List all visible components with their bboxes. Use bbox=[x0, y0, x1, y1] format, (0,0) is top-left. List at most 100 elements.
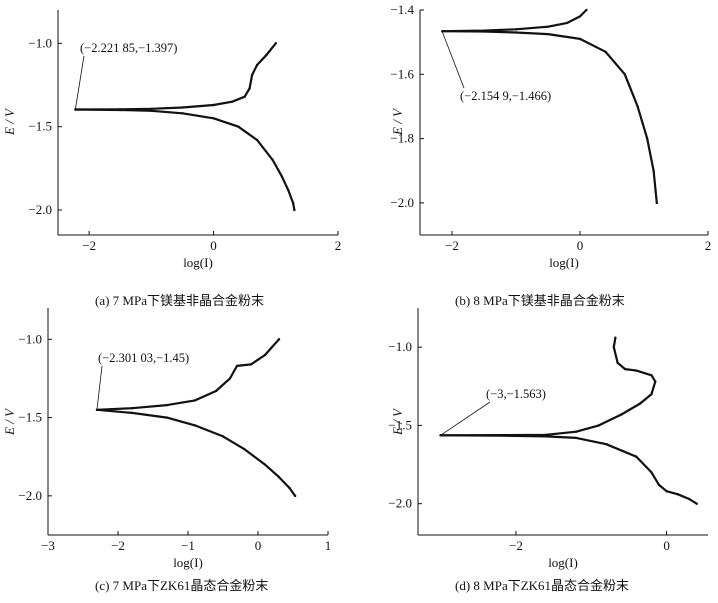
data-point bbox=[646, 137, 649, 140]
y-axis-label: E / V bbox=[390, 407, 405, 436]
data-point bbox=[228, 377, 232, 380]
data-point bbox=[657, 483, 661, 487]
chart-a: −2 0 2 −1.0 −1.5 −2.0 log(I) E / V (−2.221 85,−1… bbox=[2, 10, 341, 270]
chart-c: −3 −2 −1 0 1 −1.0 −1.5 −2.0 log(I) E / V (−2.301 0… bbox=[2, 308, 331, 570]
y-tick-label: −2.0 bbox=[18, 488, 42, 503]
data-point bbox=[695, 502, 698, 505]
data-point bbox=[605, 443, 608, 446]
caption-b: (b) 8 MPa下镁基非晶合金粉末 bbox=[455, 293, 625, 308]
y-tick-label: −1.5 bbox=[28, 119, 52, 134]
data-point bbox=[235, 364, 239, 368]
data-point bbox=[635, 369, 638, 372]
data-point bbox=[623, 73, 626, 76]
annotation-label: (−2.221 85,−1.397) bbox=[80, 41, 177, 55]
data-point bbox=[546, 25, 550, 28]
series-line-0 bbox=[439, 336, 657, 437]
data-point bbox=[650, 392, 653, 396]
data-point bbox=[616, 361, 619, 364]
data-point bbox=[544, 435, 548, 438]
y-tick-label: −1.5 bbox=[18, 410, 42, 425]
series-line-0 bbox=[95, 338, 281, 411]
x-axis-label: log(I) bbox=[173, 555, 203, 570]
x-tick-label: 0 bbox=[577, 238, 584, 253]
data-point bbox=[277, 475, 281, 479]
data-point bbox=[597, 424, 600, 427]
y-tick-label: −1.0 bbox=[28, 35, 52, 50]
data-point bbox=[575, 430, 578, 433]
x-axis-label: log(I) bbox=[183, 255, 213, 270]
x-tick-label: 2 bbox=[335, 238, 342, 253]
x-tick-label: −2 bbox=[111, 538, 125, 553]
x-tick-label: 0 bbox=[663, 538, 670, 553]
data-point bbox=[181, 106, 184, 109]
data-point bbox=[255, 138, 259, 142]
y-tick-label: −2.0 bbox=[390, 195, 414, 210]
data-point bbox=[292, 202, 295, 205]
data-point bbox=[650, 471, 653, 474]
series-line-1 bbox=[95, 408, 297, 497]
data-point bbox=[620, 413, 623, 416]
data-point bbox=[575, 436, 578, 440]
data-point bbox=[193, 399, 197, 402]
y-tick-label: −1.0 bbox=[388, 339, 412, 354]
data-point bbox=[287, 188, 290, 192]
data-point bbox=[676, 493, 680, 496]
data-point bbox=[95, 408, 99, 411]
data-point bbox=[274, 42, 277, 45]
y-tick-label: −1.8 bbox=[390, 131, 414, 146]
annotation-leader bbox=[440, 401, 491, 436]
data-point bbox=[243, 95, 246, 98]
annotation-label: (−2.301 03,−1.45) bbox=[98, 351, 189, 365]
x-tick-label: −3 bbox=[41, 538, 55, 553]
data-point bbox=[578, 37, 582, 41]
caption-c: (c) 7 MPa下ZK61晶态合金粉末 bbox=[95, 578, 269, 593]
data-point bbox=[514, 31, 518, 34]
data-point bbox=[242, 447, 246, 451]
x-tick-label: 0 bbox=[210, 238, 217, 253]
data-point bbox=[270, 345, 274, 349]
data-point bbox=[639, 402, 642, 405]
chart-b: −2 0 2 −1.4 −1.6 −1.8 −2.0 log(I) E / V (−2.154 9… bbox=[390, 2, 711, 270]
y-tick-label: −1.6 bbox=[390, 66, 414, 81]
data-point bbox=[566, 21, 569, 25]
data-point bbox=[221, 435, 225, 438]
y-tick-label: −2.0 bbox=[388, 496, 412, 511]
series-line-1 bbox=[439, 434, 698, 505]
data-point bbox=[288, 486, 291, 490]
data-point bbox=[623, 367, 627, 371]
y-tick-label: −1.0 bbox=[18, 331, 42, 346]
data-point bbox=[165, 403, 169, 407]
chart-d: −2 0 −1.0 −1.5 −2.0 log(I) E / V (−3,−1.563) bbox=[388, 308, 708, 570]
data-point bbox=[248, 87, 251, 90]
data-point bbox=[214, 389, 218, 393]
x-tick-label: −2 bbox=[445, 238, 459, 253]
data-point bbox=[654, 380, 657, 383]
y-tick-label: −1.5 bbox=[388, 417, 412, 432]
data-point bbox=[119, 108, 122, 112]
data-point bbox=[652, 169, 655, 172]
data-point bbox=[665, 490, 668, 493]
y-axis-label: E / V bbox=[2, 407, 17, 436]
data-point bbox=[150, 107, 153, 111]
data-point bbox=[514, 28, 518, 31]
data-point bbox=[635, 455, 638, 458]
data-point bbox=[150, 109, 153, 113]
data-point bbox=[578, 15, 582, 18]
data-point bbox=[212, 103, 215, 107]
data-point bbox=[165, 416, 169, 419]
data-point bbox=[271, 158, 274, 162]
data-point bbox=[655, 201, 658, 205]
annotation-label: (−2.154 9,−1.466) bbox=[460, 89, 551, 103]
series-line-1 bbox=[441, 30, 658, 204]
data-point bbox=[265, 53, 268, 57]
y-axis-label: E / V bbox=[2, 107, 17, 136]
x-tick-label: 1 bbox=[325, 538, 332, 553]
data-point bbox=[250, 73, 254, 77]
x-axis-label: log(I) bbox=[548, 555, 578, 570]
series-line-0 bbox=[441, 8, 588, 33]
data-point bbox=[280, 175, 284, 178]
annotation-label: (−3,−1.563) bbox=[486, 387, 546, 401]
data-point bbox=[293, 208, 296, 212]
